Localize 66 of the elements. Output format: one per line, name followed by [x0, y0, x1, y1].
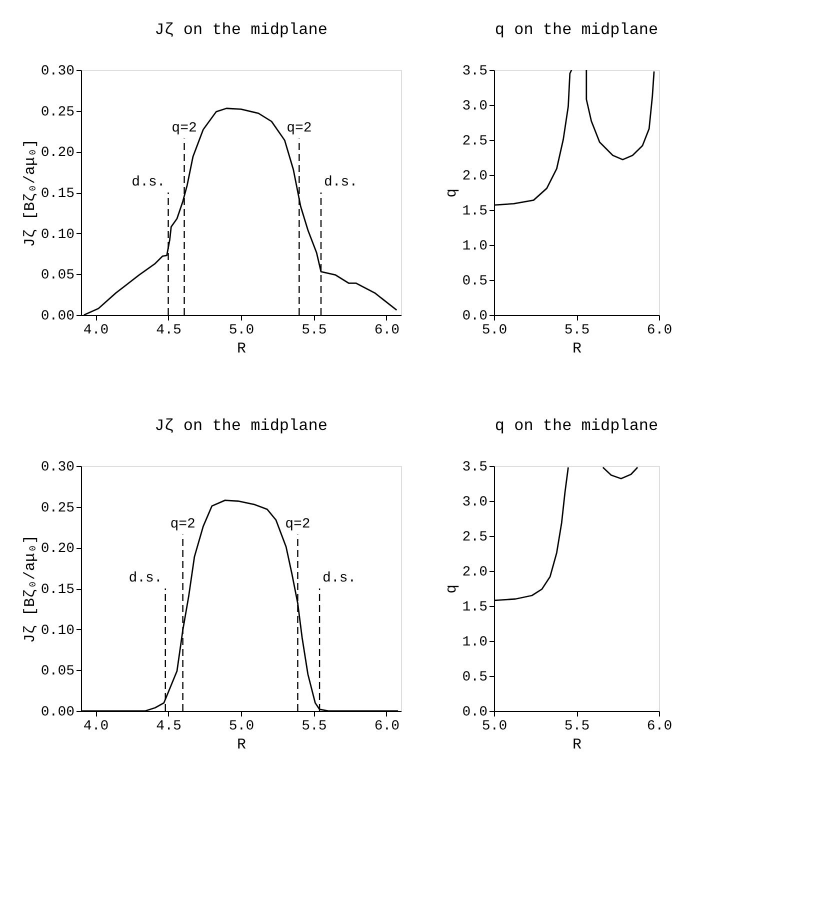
- y-tick-label: 0.20: [40, 145, 74, 162]
- x-tick-label: 4.5: [156, 322, 182, 338]
- y-tick-label: 0.5: [462, 274, 488, 290]
- chart-title: q on the midplane: [494, 21, 658, 39]
- y-tick-label: 3.0: [462, 494, 488, 510]
- x-axis-title: R: [572, 340, 582, 358]
- chart-title: q on the midplane: [494, 417, 658, 435]
- chart-title: Jζ on the midplane: [154, 21, 328, 39]
- x-tick-label: 4.0: [83, 322, 109, 338]
- x-tick-label: 5.0: [482, 718, 508, 734]
- y-tick-label: 0.5: [462, 670, 488, 686]
- annotation: q=2: [170, 516, 196, 533]
- annotation: q=2: [285, 516, 310, 533]
- x-tick-label: 5.5: [302, 718, 327, 734]
- y-tick-label: 0.25: [40, 500, 74, 516]
- y-tick-label: 0.10: [40, 226, 74, 243]
- x-tick-label: 5.0: [228, 322, 254, 338]
- y-axis-title: q: [443, 188, 460, 198]
- annotation: q=2: [172, 120, 197, 137]
- annotation: d.s.: [324, 174, 358, 190]
- x-tick-label: 6.0: [646, 718, 672, 734]
- x-tick-label: 5.0: [482, 322, 508, 338]
- annotation: q=2: [286, 120, 312, 137]
- y-tick-label: 0.15: [40, 186, 74, 202]
- y-tick-label: 0.30: [40, 460, 74, 476]
- x-axis-title: R: [236, 736, 246, 754]
- annotation: d.s.: [128, 570, 162, 586]
- y-tick-label: 0.15: [40, 582, 74, 598]
- y-tick-label: 0.0: [462, 308, 488, 324]
- x-tick-label: 6.0: [646, 322, 672, 338]
- x-tick-label: 6.0: [374, 322, 400, 338]
- x-tick-label: 5.5: [564, 718, 590, 734]
- chart-title: Jζ on the midplane: [154, 417, 328, 435]
- y-tick-label: 1.5: [462, 600, 488, 616]
- y-tick-label: 0.0: [462, 704, 488, 720]
- y-tick-label: 2.0: [462, 168, 488, 184]
- y-tick-label: 2.5: [462, 134, 488, 150]
- annotation: d.s.: [132, 174, 166, 190]
- y-tick-label: 1.0: [462, 238, 488, 254]
- y-tick-label: 0.05: [40, 664, 74, 680]
- y-tick-label: 2.5: [462, 530, 488, 546]
- x-axis-title: R: [236, 340, 246, 358]
- y-tick-label: 0.30: [40, 64, 74, 80]
- x-tick-label: 4.5: [156, 718, 182, 734]
- y-tick-label: 0.20: [40, 541, 74, 558]
- y-tick-label: 2.0: [462, 564, 488, 580]
- y-tick-label: 0.25: [40, 104, 74, 120]
- y-tick-label: 0.00: [40, 704, 74, 720]
- y-axis-title: q: [443, 584, 460, 594]
- y-axis-title: Jζ [Bζ₀/aμ₀]: [22, 534, 39, 644]
- x-tick-label: 4.0: [83, 718, 109, 734]
- y-tick-label: 0.05: [40, 268, 74, 284]
- y-tick-label: 0.10: [40, 622, 74, 639]
- y-tick-label: 0.00: [40, 308, 74, 324]
- x-tick-label: 5.5: [302, 322, 327, 338]
- y-tick-label: 1.0: [462, 634, 488, 650]
- annotation: d.s.: [322, 570, 356, 586]
- y-axis-title: Jζ [Bζ₀/aμ₀]: [22, 138, 39, 248]
- y-tick-label: 3.0: [462, 98, 488, 114]
- x-tick-label: 6.0: [374, 718, 400, 734]
- x-tick-label: 5.5: [564, 322, 590, 338]
- x-tick-label: 5.0: [228, 718, 254, 734]
- x-axis-title: R: [572, 736, 582, 754]
- y-tick-label: 3.5: [462, 460, 488, 476]
- y-tick-label: 1.5: [462, 204, 488, 220]
- y-tick-label: 3.5: [462, 64, 488, 80]
